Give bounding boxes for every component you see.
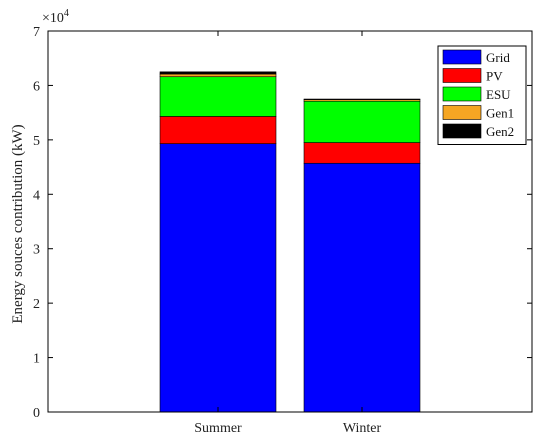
legend-swatch-gen2 (442, 123, 482, 139)
bar-winter-gen2 (303, 98, 421, 100)
y-tick-label: 4 (33, 188, 40, 203)
y-exponent-power: 4 (64, 8, 69, 19)
bar-summer-gen1 (159, 73, 277, 78)
legend-label-gen2: Gen2 (486, 124, 514, 139)
y-tick-label: 5 (33, 134, 40, 149)
bar-summer-grid (159, 143, 277, 413)
bar-summer-esu (159, 76, 277, 117)
y-axis-label: Energy souces contribution (kW) (10, 124, 26, 323)
legend-swatch-grid (442, 49, 482, 65)
y-tick-label: 0 (33, 406, 40, 421)
y-exponent-base: ×10 (42, 11, 64, 26)
y-tick-label: 1 (33, 352, 40, 367)
y-tick-label: 2 (33, 297, 40, 312)
legend-label-pv: PV (486, 69, 503, 84)
legend-label-gen1: Gen1 (486, 106, 514, 121)
y-axis-exponent: ×104 (42, 8, 69, 26)
bar-winter-esu (303, 100, 421, 143)
bar-summer-gen2 (159, 71, 277, 75)
x-tick-label: Winter (343, 421, 382, 436)
legend-label-grid: Grid (486, 50, 510, 65)
bar-winter-pv (303, 142, 421, 164)
bar-summer-pv (159, 116, 277, 144)
legend-swatch-esu (442, 86, 482, 102)
y-tick-label: 6 (33, 79, 40, 94)
y-tick-label: 7 (33, 25, 40, 40)
axes-frame (47, 30, 533, 413)
plot-area: Summer Winter 0 1 2 3 4 5 6 7 Grid PV ESU Gen1 Gen2 (33, 25, 533, 436)
legend-label-esu: ESU (486, 87, 511, 102)
legend-swatch-gen1 (442, 105, 482, 120)
y-tick-label: 3 (33, 243, 40, 258)
bar-winter-grid (303, 162, 421, 413)
x-tick-label: Summer (194, 421, 242, 436)
legend-swatch-pv (442, 68, 482, 83)
